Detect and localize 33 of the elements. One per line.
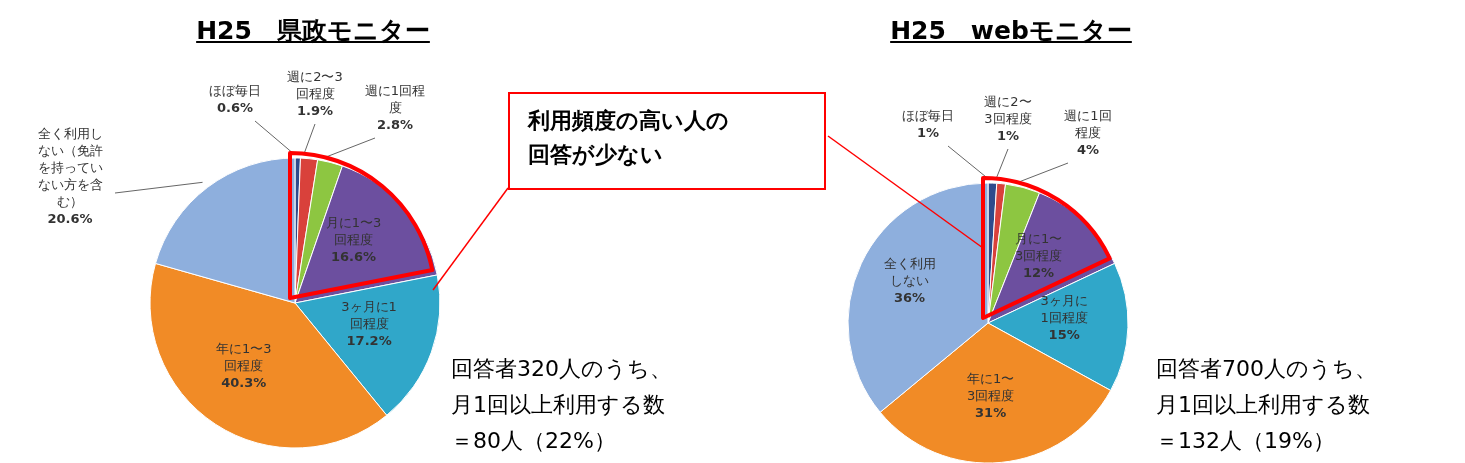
- slice-label: 月に1〜3回程度: [325, 215, 382, 248]
- data-label: 36%: [893, 289, 926, 305]
- data-label: 2.8%: [376, 117, 414, 132]
- slice-label: 月に1〜3回程度: [1014, 231, 1063, 264]
- slice-label: 年に1〜3回程度: [216, 340, 272, 373]
- slice-label: 年に1〜3回程度: [967, 371, 1015, 404]
- slice-label: 週に1回程度: [1064, 108, 1112, 140]
- text: 回答者700人のうち、月1回以上利用する数＝132人（19%）: [1156, 355, 1378, 455]
- data-label: 12%: [1023, 265, 1055, 281]
- chart-title: H25 webモニター: [889, 15, 1133, 47]
- data-label: 31%: [975, 405, 1007, 421]
- data-label: 1%: [996, 128, 1020, 143]
- text: 回答者320人のうち、月1回以上利用する数＝80人（22%）: [451, 355, 673, 455]
- data-label: 40.3%: [221, 374, 267, 390]
- data-label: 1%: [916, 125, 940, 140]
- slice-label: ほぼ毎日: [209, 83, 261, 98]
- slice-label: ほぼ毎日: [902, 108, 954, 123]
- data-label: 17.2%: [346, 332, 392, 348]
- slice-label: 全く利用しない（免許を持っていない方を含む）: [37, 126, 103, 209]
- slice-label: 3ヶ月に1回程度: [341, 298, 397, 331]
- slice-label: 週に2〜3回程度: [287, 69, 343, 101]
- data-label: 15%: [1048, 327, 1080, 343]
- data-label: 1.9%: [296, 103, 334, 118]
- slice-label: 週に2〜3回程度: [984, 94, 1032, 126]
- slice-label: 全く利用しない: [883, 255, 936, 288]
- data-label: 20.6%: [47, 211, 93, 226]
- chart-title: H25 県政モニター: [195, 15, 431, 47]
- data-label: 4%: [1076, 142, 1100, 157]
- slice-label: 週に1回程度: [364, 83, 426, 115]
- text: 利用頻度の高い人の回答が少ない: [528, 107, 730, 169]
- data-label: 0.6%: [216, 100, 254, 115]
- data-label: 16.6%: [330, 249, 376, 265]
- slice-label: 3ヶ月に1回程度: [1040, 293, 1088, 326]
